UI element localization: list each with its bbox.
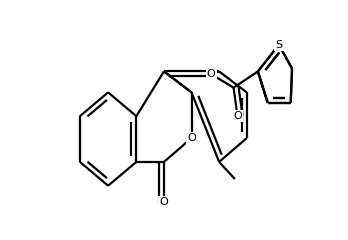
Text: O: O bbox=[160, 197, 168, 207]
Text: O: O bbox=[207, 69, 216, 79]
Text: S: S bbox=[275, 40, 283, 50]
Text: O: O bbox=[187, 133, 196, 143]
Text: O: O bbox=[233, 111, 242, 121]
